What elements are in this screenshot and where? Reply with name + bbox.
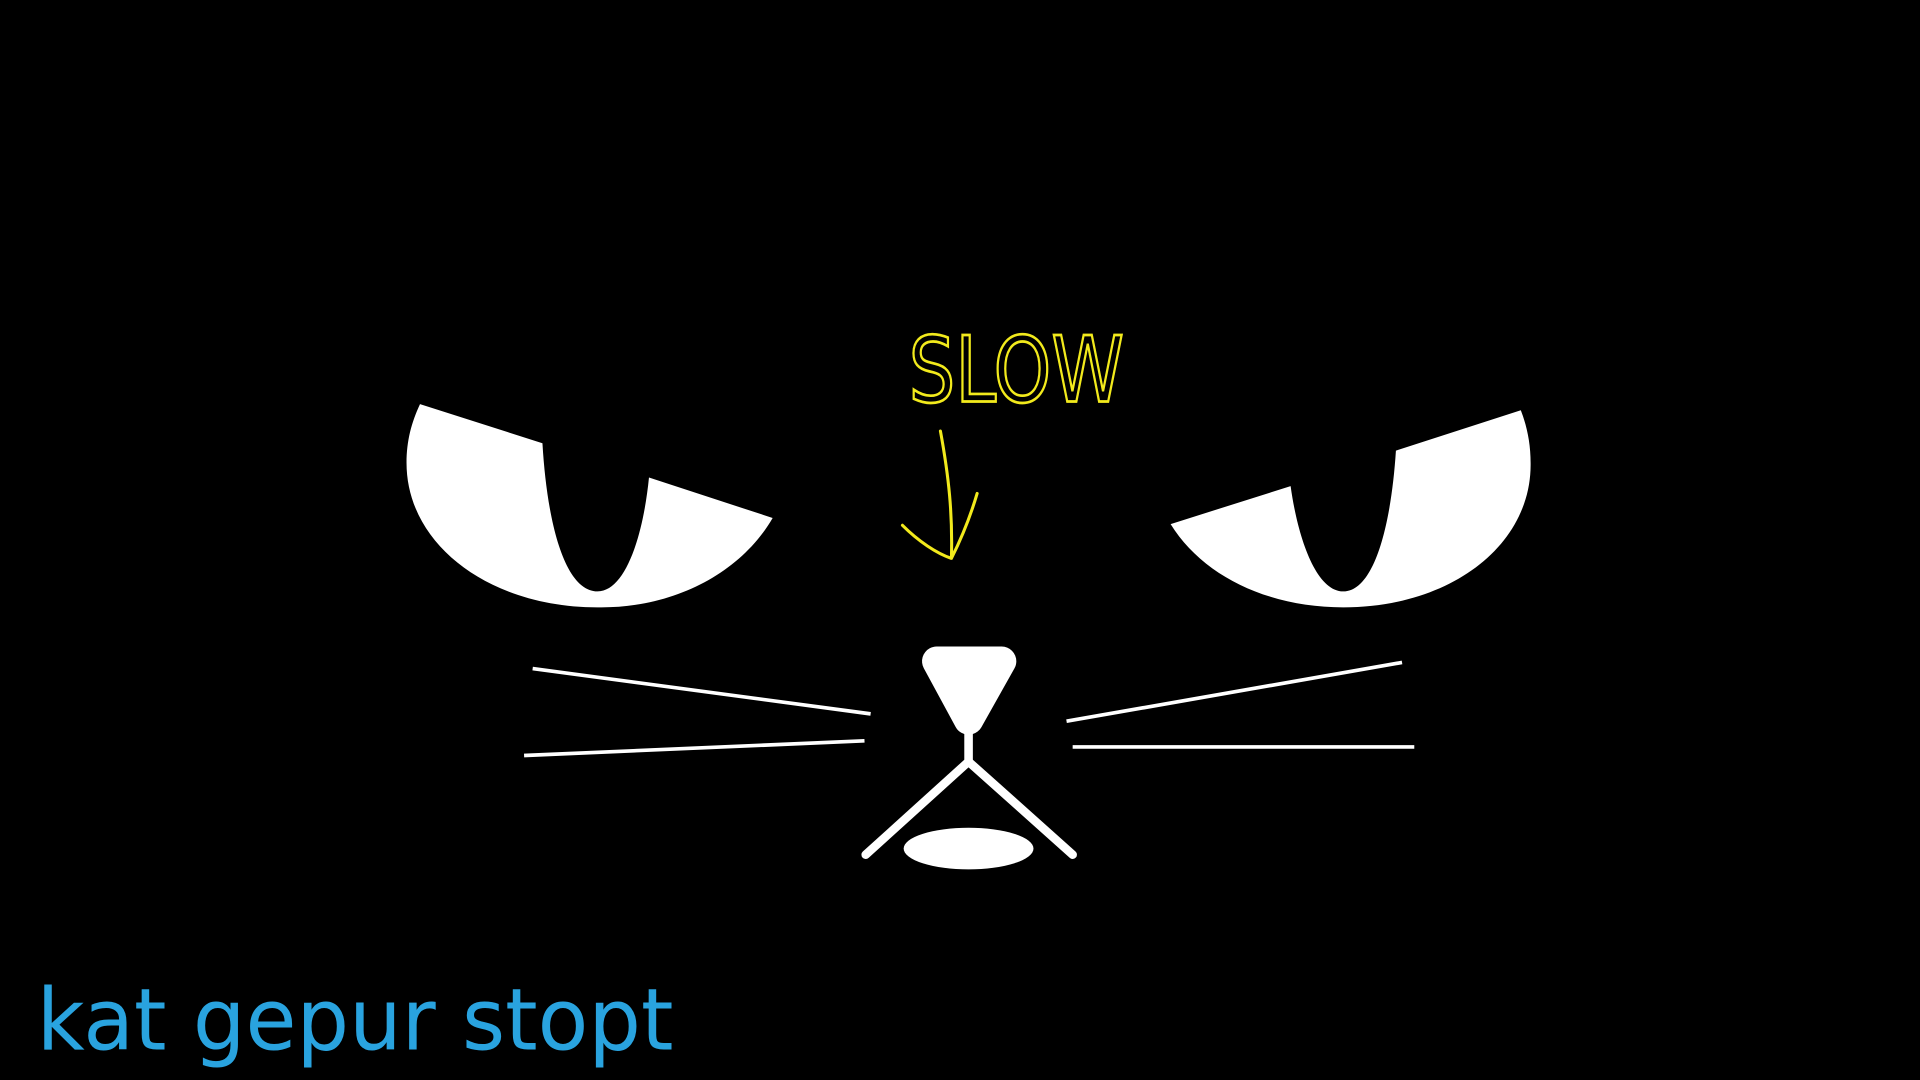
nose [922,646,1017,735]
mouth [861,727,1077,859]
caption: kat gepur stopt [37,970,674,1070]
mouth-right [964,757,1077,859]
whisker [532,666,871,716]
whiskers [524,660,1415,758]
annotation-arrow [900,429,979,560]
mouth-left [861,757,973,859]
right-eye [1170,410,1531,608]
whisker [1066,660,1403,724]
whisker [524,738,865,758]
chin [903,827,1034,870]
annotation: SLOW [909,319,1125,424]
left-eye [406,404,773,608]
